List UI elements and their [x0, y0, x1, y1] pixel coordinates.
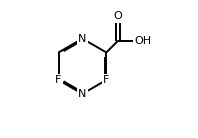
Text: N: N: [78, 89, 87, 99]
Text: O: O: [114, 11, 122, 21]
Text: F: F: [55, 75, 62, 85]
Text: N: N: [78, 34, 87, 44]
Text: F: F: [103, 75, 109, 85]
Text: OH: OH: [134, 36, 151, 46]
